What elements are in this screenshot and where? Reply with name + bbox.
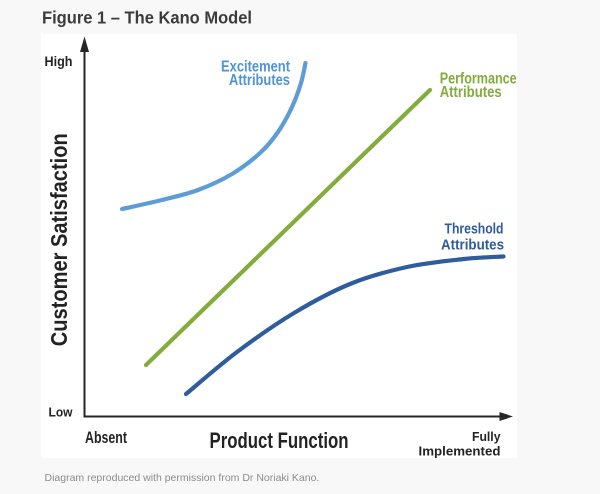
svg-text:Product Function: Product Function <box>210 428 349 453</box>
svg-text:Attributes: Attributes <box>229 72 290 89</box>
svg-text:Excitement: Excitement <box>221 59 290 76</box>
svg-text:Implemented: Implemented <box>419 444 501 459</box>
svg-text:Low: Low <box>49 405 74 420</box>
svg-text:Attributes: Attributes <box>440 84 502 101</box>
svg-text:High: High <box>45 53 73 69</box>
svg-text:Absent: Absent <box>85 429 127 447</box>
svg-text:Fully: Fully <box>472 429 501 444</box>
svg-text:Performance: Performance <box>440 71 517 88</box>
svg-text:Threshold: Threshold <box>445 221 504 238</box>
svg-text:Attributes: Attributes <box>441 237 504 254</box>
svg-text:Figure 1 – The Kano Model: Figure 1 – The Kano Model <box>42 8 252 28</box>
svg-text:Diagram reproduced with permis: Diagram reproduced with permission from … <box>45 472 320 484</box>
svg-text:Customer Satisfaction: Customer Satisfaction <box>46 133 72 346</box>
